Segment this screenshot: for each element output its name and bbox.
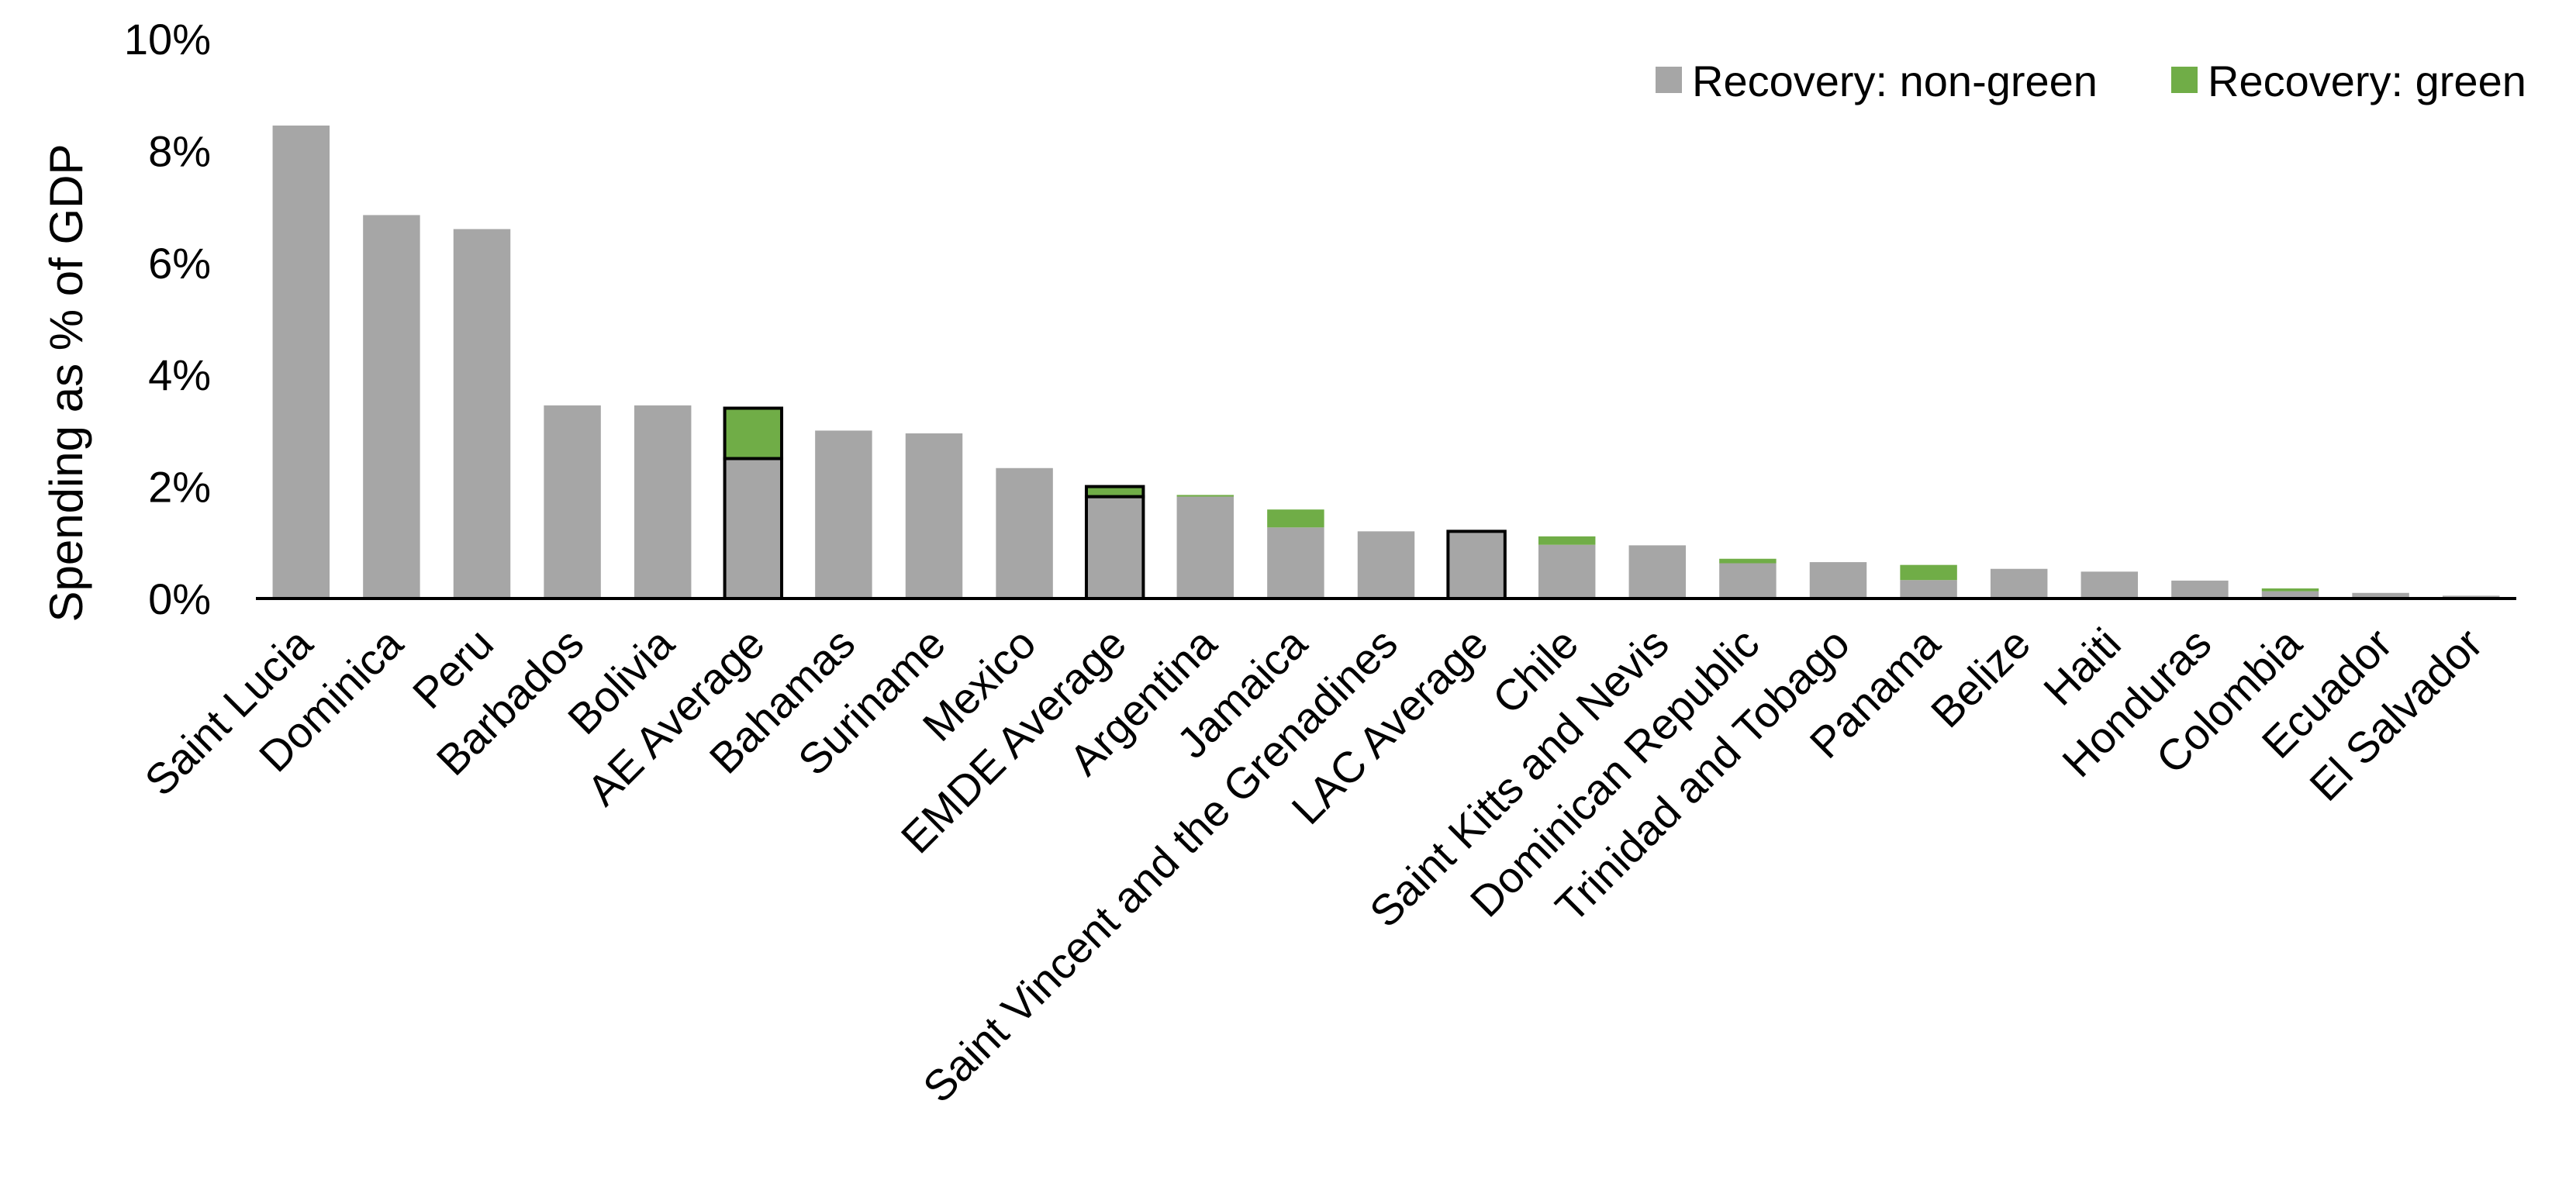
bar-non-green <box>1628 545 1687 599</box>
bar-non-green <box>1809 562 1867 599</box>
bar-non-green <box>1176 496 1234 599</box>
bar-non-green <box>1084 495 1145 601</box>
bar-green <box>1084 485 1145 499</box>
x-axis-labels: Saint LuciaDominicaPeruBarbadosBoliviaAE… <box>135 618 2491 1112</box>
y-tick-label: 10% <box>124 15 211 64</box>
bar-non-green <box>815 430 872 599</box>
y-tick-label: 2% <box>148 463 211 512</box>
bar-green <box>1719 558 1777 564</box>
legend-swatch <box>1656 67 1682 93</box>
bar-non-green <box>1538 544 1596 599</box>
legend-label: Recovery: non-green <box>1692 57 2098 105</box>
bar-green <box>1538 536 1596 545</box>
bar-non-green <box>905 433 963 599</box>
bar-non-green <box>1990 568 2048 599</box>
x-tick-label: Belize <box>1922 619 2039 737</box>
y-tick-label: 8% <box>148 126 211 175</box>
bar-green <box>1267 509 1324 528</box>
bars <box>272 125 2500 601</box>
bar-non-green <box>2080 571 2139 599</box>
legend: Recovery: non-green Recovery: green <box>1656 57 2526 105</box>
bar-non-green <box>723 457 784 600</box>
bar-non-green <box>1900 580 1957 599</box>
y-tick-label: 4% <box>148 350 211 399</box>
bar-non-green <box>272 125 330 599</box>
y-axis-title: Spending as % of GDP <box>40 143 92 622</box>
bar-non-green <box>2261 591 2319 599</box>
y-tick-label: 0% <box>148 574 211 623</box>
bar-non-green <box>453 229 511 599</box>
bar-non-green <box>1357 531 1415 599</box>
bar-non-green <box>996 467 1053 599</box>
bar-non-green <box>363 215 420 599</box>
bar-green <box>723 406 784 461</box>
bar-non-green <box>1267 527 1324 599</box>
legend-label: Recovery: green <box>2208 57 2526 105</box>
bar-non-green <box>2352 592 2409 599</box>
legend-swatch <box>2171 67 2198 93</box>
bar-non-green <box>1719 563 1777 599</box>
bar-green <box>1900 564 1957 581</box>
bar-non-green <box>634 405 692 599</box>
bar-green <box>1176 495 1234 497</box>
bar-non-green <box>1446 530 1507 600</box>
bar-green <box>2261 588 2319 592</box>
y-tick-label: 6% <box>148 239 211 288</box>
bar-non-green <box>2171 580 2229 599</box>
bar-non-green <box>544 405 601 599</box>
y-axis-ticks: 0% 2% 4% 6% 8% 10% <box>124 15 211 623</box>
